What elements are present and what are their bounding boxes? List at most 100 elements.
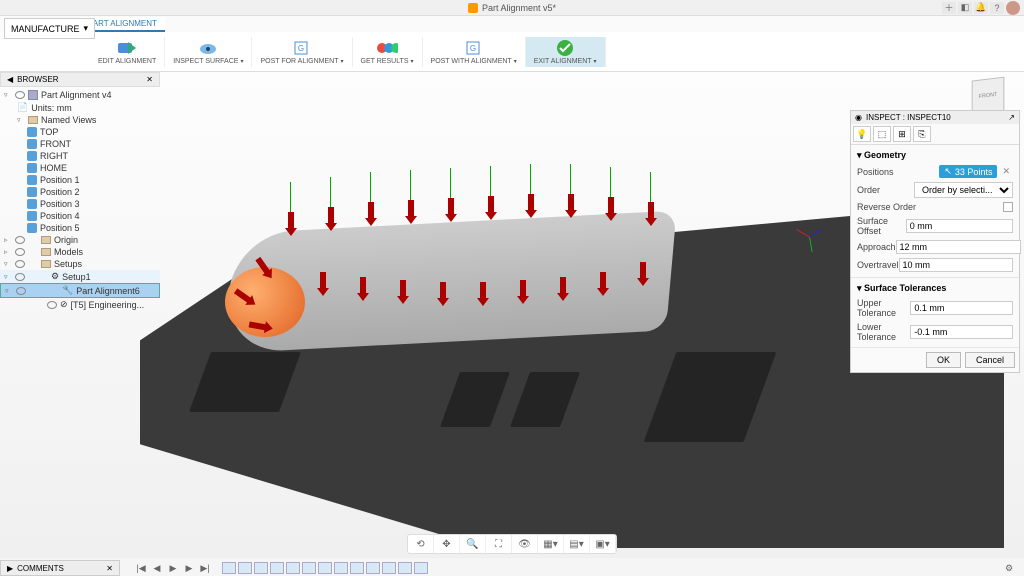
exit-alignment-button[interactable]: EXIT ALIGNMENT▾ bbox=[526, 37, 606, 67]
timeline-end-icon[interactable]: ▶| bbox=[198, 562, 212, 574]
post-with-alignment-button[interactable]: G POST WITH ALIGNMENT▾ bbox=[423, 37, 526, 67]
grid-dd-icon[interactable]: ▤▾ bbox=[564, 535, 590, 553]
pin-icon[interactable]: ↗ bbox=[1008, 113, 1015, 122]
tree-engineering[interactable]: ⊘[T5] Engineering... bbox=[0, 298, 160, 311]
tree-view[interactable]: Position 3 bbox=[0, 198, 160, 210]
get-results-icon bbox=[376, 39, 398, 57]
tree-root[interactable]: ▿Part Alignment v4 bbox=[0, 89, 160, 101]
surface-offset-input[interactable] bbox=[906, 219, 1013, 233]
get-results-button[interactable]: GET RESULTS▾ bbox=[353, 37, 423, 67]
overtravel-input[interactable] bbox=[899, 258, 1013, 272]
tree-units[interactable]: 📄Units: mm bbox=[0, 101, 160, 114]
tree-view[interactable]: TOP bbox=[0, 126, 160, 138]
inspect-tool-2[interactable]: ⬚ bbox=[873, 126, 891, 142]
timeline-feature[interactable] bbox=[366, 562, 380, 574]
reverse-order-checkbox[interactable] bbox=[1003, 202, 1013, 212]
tree-view[interactable]: Position 5 bbox=[0, 222, 160, 234]
overtravel-label: Overtravel bbox=[857, 260, 899, 270]
timeline-feature[interactable] bbox=[286, 562, 300, 574]
titlebar-notif-icon[interactable]: 🔔 bbox=[974, 2, 988, 14]
toolbar-ribbon: EDIT ALIGNMENT INSPECT SURFACE▾ G POST F… bbox=[0, 32, 1024, 72]
expand-right-icon[interactable]: ▶ bbox=[7, 564, 13, 573]
workspace-dropdown[interactable]: MANUFACTURE ▾ bbox=[4, 18, 95, 39]
timeline-settings-icon[interactable]: ⚙ bbox=[1002, 562, 1016, 574]
timeline-feature[interactable] bbox=[318, 562, 332, 574]
order-select[interactable]: Order by selecti... bbox=[914, 182, 1013, 198]
context-tabstrip: PART ALIGNMENT bbox=[0, 16, 1024, 32]
comments-bar[interactable]: ▶ COMMENTS ✕ bbox=[0, 560, 120, 576]
timeline-feature[interactable] bbox=[350, 562, 364, 574]
pan-icon[interactable]: ✥ bbox=[434, 535, 460, 553]
titlebar-help-icon[interactable]: ? bbox=[990, 2, 1004, 14]
tolerances-section-header[interactable]: ▾ Surface Tolerances bbox=[857, 281, 1013, 296]
inspect-tool-4[interactable]: ⎘ bbox=[913, 126, 931, 142]
upper-tol-input[interactable] bbox=[910, 301, 1013, 315]
inspect-titlebar[interactable]: ◉ INSPECT : INSPECT10 ↗ bbox=[851, 111, 1019, 124]
timeline-feature[interactable] bbox=[382, 562, 396, 574]
exit-alignment-icon bbox=[554, 39, 576, 57]
titlebar-ext-icon[interactable]: ◧ bbox=[958, 2, 972, 14]
comments-expand-icon[interactable]: ✕ bbox=[106, 564, 113, 573]
fit-icon[interactable]: ⛶ bbox=[486, 535, 512, 553]
timeline-feature[interactable] bbox=[302, 562, 316, 574]
tree-view[interactable]: Position 2 bbox=[0, 186, 160, 198]
ribbon-label: EDIT ALIGNMENT bbox=[98, 58, 156, 65]
look-icon[interactable]: 👁 bbox=[512, 535, 538, 553]
timeline-feature[interactable] bbox=[270, 562, 284, 574]
chevron-down-icon: ▾ bbox=[514, 58, 517, 65]
orbit-icon[interactable]: ⟲ bbox=[408, 535, 434, 553]
tree-view[interactable]: Position 1 bbox=[0, 174, 160, 186]
approach-input[interactable] bbox=[896, 240, 1021, 254]
ok-button[interactable]: OK bbox=[926, 352, 961, 368]
browser-options-icon[interactable]: ✕ bbox=[146, 75, 153, 84]
clear-positions-icon[interactable]: ✕ bbox=[999, 166, 1013, 177]
edit-alignment-button[interactable]: EDIT ALIGNMENT bbox=[90, 37, 165, 67]
browser-header[interactable]: ◀ BROWSER ✕ bbox=[0, 72, 160, 87]
user-avatar[interactable] bbox=[1006, 1, 1020, 15]
browser-panel: ◀ BROWSER ✕ ▿Part Alignment v4 📄Units: m… bbox=[0, 72, 160, 313]
inspect-tool-3[interactable]: ⊞ bbox=[893, 126, 911, 142]
collapse-left-icon[interactable]: ◀ bbox=[7, 75, 13, 84]
tree-setup1[interactable]: ▿⚙Setup1 bbox=[0, 270, 160, 283]
svg-text:G: G bbox=[298, 44, 304, 53]
timeline-play-icon[interactable]: ▶ bbox=[166, 562, 180, 574]
tree-view[interactable]: FRONT bbox=[0, 138, 160, 150]
axis-triad bbox=[794, 222, 824, 252]
tree-models[interactable]: ▹Models bbox=[0, 246, 160, 258]
timeline-feature[interactable] bbox=[222, 562, 236, 574]
timeline-feature[interactable] bbox=[414, 562, 428, 574]
positions-pill[interactable]: ↖33 Points bbox=[939, 165, 997, 178]
timeline-feature[interactable] bbox=[238, 562, 252, 574]
tree-setups[interactable]: ▿Setups bbox=[0, 258, 160, 270]
tree-view[interactable]: Position 4 bbox=[0, 210, 160, 222]
timeline-feature[interactable] bbox=[334, 562, 348, 574]
ribbon-label: POST WITH ALIGNMENT bbox=[431, 58, 512, 65]
geometry-section-header[interactable]: ▾ Geometry bbox=[857, 148, 1013, 163]
inspect-surface-button[interactable]: INSPECT SURFACE▾ bbox=[165, 37, 252, 67]
cancel-button[interactable]: Cancel bbox=[965, 352, 1015, 368]
timeline-feature[interactable] bbox=[398, 562, 412, 574]
ribbon-label: INSPECT SURFACE bbox=[173, 58, 238, 65]
tree-view[interactable]: RIGHT bbox=[0, 150, 160, 162]
positions-label: Positions bbox=[857, 167, 894, 177]
timeline-feature[interactable] bbox=[254, 562, 268, 574]
post-for-alignment-button[interactable]: G POST FOR ALIGNMENT▾ bbox=[252, 37, 352, 67]
workspace-label: MANUFACTURE bbox=[11, 24, 80, 34]
inspect-toolbar: 💡 ⬚ ⊞ ⎘ bbox=[851, 124, 1019, 145]
tree-origin[interactable]: ▹Origin bbox=[0, 234, 160, 246]
titlebar-new-icon[interactable]: ＋ bbox=[942, 2, 956, 14]
zoom-icon[interactable]: 🔍 bbox=[460, 535, 486, 553]
display-dd-icon[interactable]: ▦▾ bbox=[538, 535, 564, 553]
inspect-tool-1[interactable]: 💡 bbox=[853, 126, 871, 142]
tree-named-views[interactable]: ▿Named Views bbox=[0, 114, 160, 126]
chevron-down-icon: ▾ bbox=[411, 58, 414, 65]
timeline-start-icon[interactable]: |◀ bbox=[134, 562, 148, 574]
approach-label: Approach bbox=[857, 242, 896, 252]
tree-view[interactable]: HOME bbox=[0, 162, 160, 174]
timeline-back-icon[interactable]: ◀ bbox=[150, 562, 164, 574]
post-for-alignment-icon: G bbox=[291, 39, 313, 57]
lower-tol-input[interactable] bbox=[910, 325, 1013, 339]
views-dd-icon[interactable]: ▣▾ bbox=[590, 535, 616, 553]
timeline-fwd-icon[interactable]: ▶ bbox=[182, 562, 196, 574]
tree-part-alignment-node[interactable]: ▿🔧Part Alignment6 bbox=[0, 283, 160, 298]
